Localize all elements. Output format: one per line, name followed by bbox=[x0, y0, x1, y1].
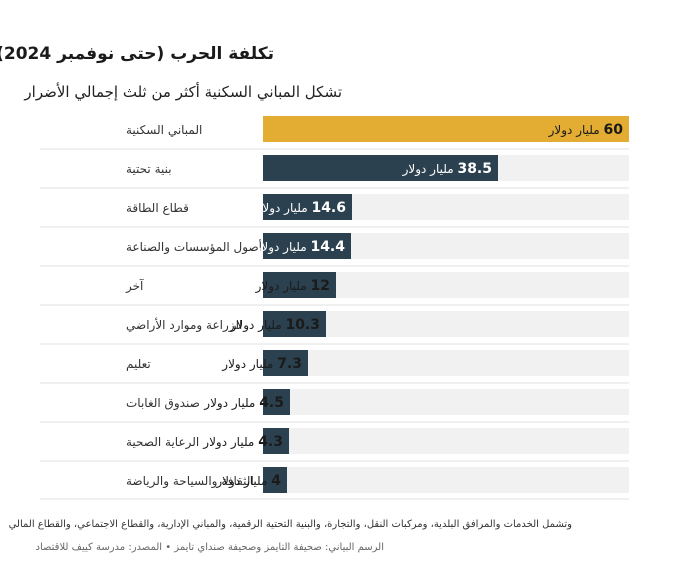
bar bbox=[263, 155, 498, 181]
bar bbox=[263, 233, 351, 259]
data-label: 10.3 مليار دولار bbox=[230, 317, 320, 333]
bar bbox=[263, 272, 336, 298]
data-label: 4.5 مليار دولار bbox=[203, 395, 284, 411]
bar-track bbox=[263, 389, 629, 415]
data-label: 38.5 مليار دولار bbox=[402, 161, 492, 177]
data-label: 12 مليار دولار bbox=[255, 278, 330, 294]
data-label: 60 مليار دولار bbox=[548, 122, 624, 138]
bar bbox=[263, 428, 289, 454]
category-label: آخر bbox=[125, 278, 144, 294]
bar-track bbox=[263, 350, 629, 376]
category-label: قطاع الطاقة bbox=[126, 201, 189, 215]
bar-track bbox=[263, 467, 629, 493]
category-label: الزراعة وموارد الأراضي bbox=[126, 317, 242, 333]
bar bbox=[263, 467, 287, 493]
category-label: تعليم bbox=[126, 357, 151, 371]
bar-track bbox=[263, 428, 629, 454]
data-label: 7.3 مليار دولار bbox=[221, 356, 302, 372]
footnote: وتشمل الخدمات والمرافق البلدية، ومركبات … bbox=[8, 519, 572, 530]
data-label: 14.6 مليار دولار bbox=[256, 200, 346, 216]
category-label: بنية تحتية bbox=[126, 162, 172, 176]
bar bbox=[263, 389, 290, 415]
category-label: أصول المؤسسات والصناعة bbox=[126, 239, 262, 255]
bar bbox=[263, 311, 326, 337]
bar bbox=[263, 194, 352, 220]
data-label: 14.4 مليار دولار bbox=[255, 239, 346, 255]
category-label: الثقافة والسياحة والرياضة bbox=[126, 474, 254, 489]
bar bbox=[263, 116, 629, 142]
data-label: 4 مليار دولار bbox=[215, 473, 281, 489]
chart-subtitle: تشكل المباني السكنية أكثر من ثلث إجمالي … bbox=[24, 83, 342, 101]
bar bbox=[263, 350, 308, 376]
data-label: 4.3 مليار دولار bbox=[202, 434, 283, 450]
credits: الرسم البياني: صحيفة التايمز وصحيفة صندا… bbox=[35, 542, 384, 553]
category-label: صندوق الغابات bbox=[126, 396, 200, 411]
chart-title: تكلفة الحرب (حتى نوفمبر 2024) bbox=[0, 44, 274, 64]
bar-chart: المباني السكنية 60 مليار دولار بنية تحتية 3… bbox=[40, 116, 629, 500]
category-label: الرعاية الصحية bbox=[126, 435, 199, 450]
category-label: المباني السكنية bbox=[126, 123, 202, 137]
